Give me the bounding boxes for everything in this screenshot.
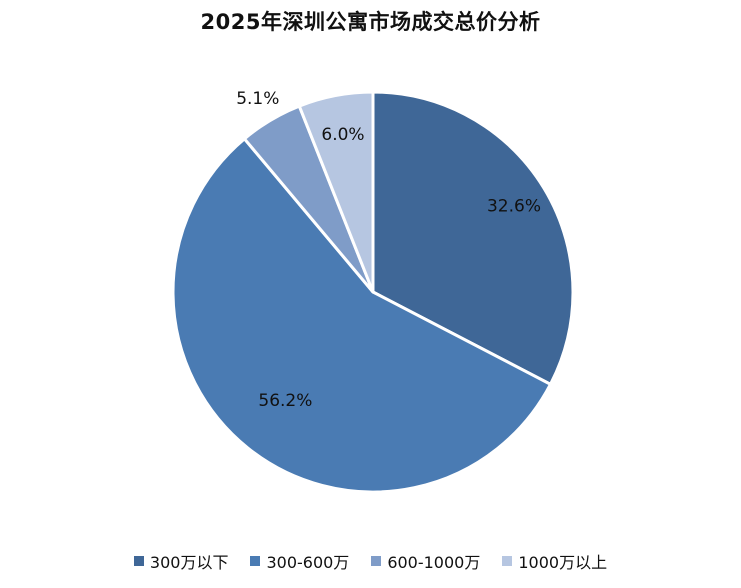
legend-swatch bbox=[371, 556, 382, 566]
slice-data-label: 32.6% bbox=[487, 196, 541, 216]
legend-swatch bbox=[250, 556, 261, 566]
pie-slice bbox=[371, 90, 575, 386]
slice-data-label: 6.0% bbox=[321, 125, 364, 145]
legend-item: 1000万以上 bbox=[502, 549, 607, 573]
chart-title: 2025年深圳公寓市场成交总价分析 bbox=[200, 10, 541, 34]
legend-label: 300-600万 bbox=[266, 553, 350, 572]
legend-swatch bbox=[133, 556, 144, 566]
legend-item: 300-600万 bbox=[250, 549, 349, 573]
legend-item: 300万以下 bbox=[133, 549, 229, 573]
legend-label: 1000万以上 bbox=[518, 553, 608, 572]
legend: 300万以下 300-600万 600-1000万 1000万以上 bbox=[0, 549, 741, 573]
slice-data-label: 5.1% bbox=[236, 89, 279, 109]
legend-swatch bbox=[502, 556, 513, 566]
pie-slice bbox=[297, 90, 375, 294]
pie-labels: 32.6% 56.2% 5.1% 6.0% bbox=[236, 89, 541, 411]
legend-item: 600-1000万 bbox=[371, 549, 480, 573]
pie-slice bbox=[171, 137, 552, 494]
legend-label: 300万以下 bbox=[149, 553, 229, 572]
slice-data-label: 56.2% bbox=[258, 391, 312, 411]
legend-label: 600-1000万 bbox=[387, 553, 481, 572]
pie-slices bbox=[171, 90, 575, 494]
